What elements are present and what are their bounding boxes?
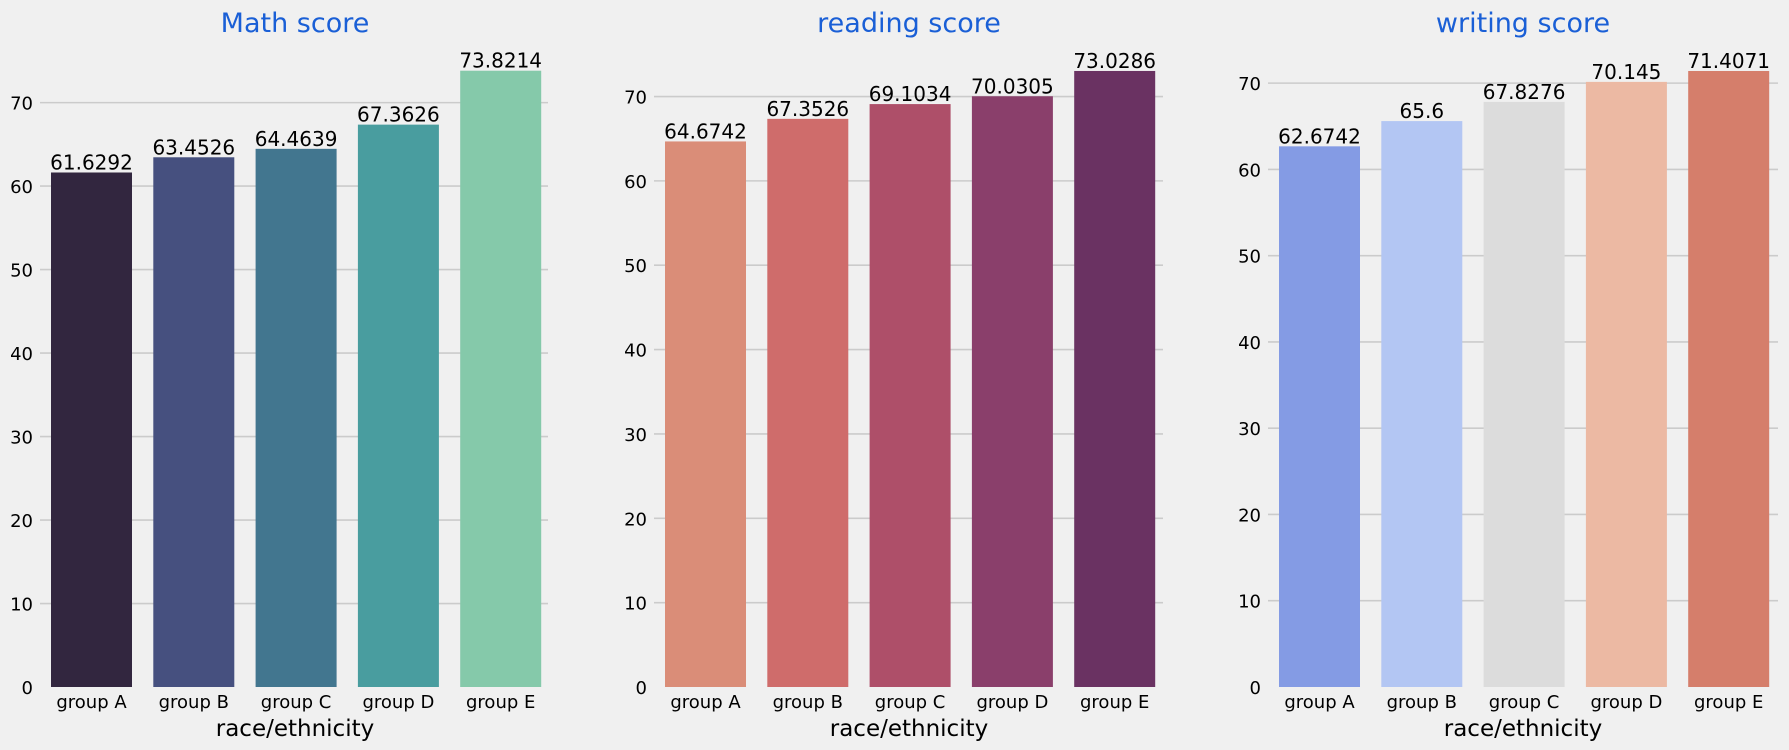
x-tick-label: group D: [362, 692, 434, 713]
bar-value-label: 71.4071: [1687, 49, 1770, 73]
math-score-panel: Math score race/ethnicity 0 10 20 30 40 50 60 7…: [10, 8, 548, 742]
y-tick-label: 0: [22, 678, 33, 699]
y-tick-label: 60: [624, 172, 647, 193]
y-tick-label: 40: [624, 341, 647, 362]
y-tick-label: 30: [624, 425, 647, 446]
x-tick-label: group C: [1489, 692, 1560, 713]
chart-title: writing score: [1436, 8, 1610, 39]
x-tick-label: group A: [670, 692, 741, 713]
y-tick-label: 50: [10, 261, 33, 282]
math-plot-area: 0 10 20 30 40 50 60 70 61.6292 group A 63.4526 grou…: [10, 49, 548, 713]
bar-group-A: [1279, 146, 1360, 687]
bar-group-E: [1074, 70, 1156, 687]
x-tick-label: group B: [1387, 692, 1457, 713]
bar-group-D: [971, 96, 1053, 688]
y-tick-label: 50: [624, 256, 647, 277]
bar-value-label: 67.3626: [357, 103, 440, 127]
x-tick-label: group E: [466, 692, 535, 713]
writing-score-panel: writing score race/ethnicity 0 10 20 30 40 50…: [1238, 8, 1778, 742]
bar-group-E: [460, 70, 542, 687]
reading-score-panel: reading score race/ethnicity 0 10 20 30 40 50…: [624, 8, 1163, 742]
bar-value-label: 64.6742: [664, 119, 747, 143]
y-tick-label: 70: [624, 88, 647, 109]
y-tick-label: 20: [624, 509, 647, 530]
bar-group-B: [767, 118, 849, 687]
writing-plot-area: 0 10 20 30 40 50 60 70 62.6742 group A 65.6 group B…: [1238, 49, 1778, 713]
x-axis-label: race/ethnicity: [216, 716, 374, 742]
x-tick-label: group C: [261, 692, 332, 713]
bar-group-A: [665, 141, 746, 688]
bar-value-label: 65.6: [1400, 99, 1445, 123]
bar-group-C: [1483, 101, 1565, 687]
bar-value-label: 67.3526: [766, 97, 849, 121]
y-tick-label: 30: [1238, 419, 1261, 440]
bar-group-B: [1381, 121, 1463, 687]
y-tick-label: 30: [10, 428, 33, 449]
y-tick-label: 70: [1238, 74, 1261, 95]
y-tick-label: 60: [10, 177, 33, 198]
x-tick-label: group C: [875, 692, 946, 713]
bar-group-C: [869, 104, 951, 688]
x-tick-label: group D: [1590, 692, 1662, 713]
bar-value-label: 73.8214: [459, 49, 542, 73]
y-tick-label: 40: [1238, 333, 1261, 354]
bar-value-label: 63.4526: [152, 135, 235, 159]
x-axis-label: race/ethnicity: [830, 716, 988, 742]
reading-plot-area: 0 10 20 30 40 50 60 70 64.6742 group A 67.3526 grou…: [624, 49, 1163, 713]
y-tick-label: 0: [1250, 678, 1261, 699]
bar-group-D: [1585, 81, 1667, 688]
y-tick-label: 10: [624, 594, 647, 615]
bar-value-label: 70.0305: [971, 74, 1054, 98]
x-tick-label: group A: [56, 692, 127, 713]
y-tick-label: 70: [10, 94, 33, 115]
y-tick-label: 50: [1238, 247, 1261, 268]
bar-value-label: 64.4639: [255, 127, 338, 151]
x-tick-label: group E: [1694, 692, 1763, 713]
bar-value-label: 69.1034: [869, 82, 952, 106]
bar-value-label: 67.8276: [1483, 80, 1566, 104]
y-tick-label: 20: [10, 511, 33, 532]
bar-value-label: 70.145: [1591, 60, 1661, 84]
bar-group-D: [357, 124, 439, 688]
y-tick-label: 40: [10, 344, 33, 365]
y-tick-label: 0: [636, 678, 647, 699]
chart-title: Math score: [221, 8, 370, 39]
bar-group-C: [255, 148, 337, 687]
bar-value-label: 73.0286: [1073, 49, 1156, 73]
bar-value-label: 62.6742: [1278, 124, 1361, 148]
y-tick-label: 10: [10, 595, 33, 616]
x-axis-label: race/ethnicity: [1444, 716, 1602, 742]
x-tick-label: group E: [1080, 692, 1149, 713]
x-tick-label: group D: [976, 692, 1048, 713]
y-tick-label: 60: [1238, 160, 1261, 181]
bar-group-B: [153, 157, 235, 687]
bar-value-label: 61.6292: [50, 150, 133, 174]
x-tick-label: group A: [1284, 692, 1355, 713]
y-tick-label: 10: [1238, 592, 1261, 613]
chart-title: reading score: [817, 8, 1001, 39]
y-tick-label: 20: [1238, 505, 1261, 526]
x-tick-label: group B: [773, 692, 843, 713]
bar-group-E: [1688, 70, 1770, 687]
x-tick-label: group B: [159, 692, 229, 713]
bar-group-A: [51, 172, 132, 687]
